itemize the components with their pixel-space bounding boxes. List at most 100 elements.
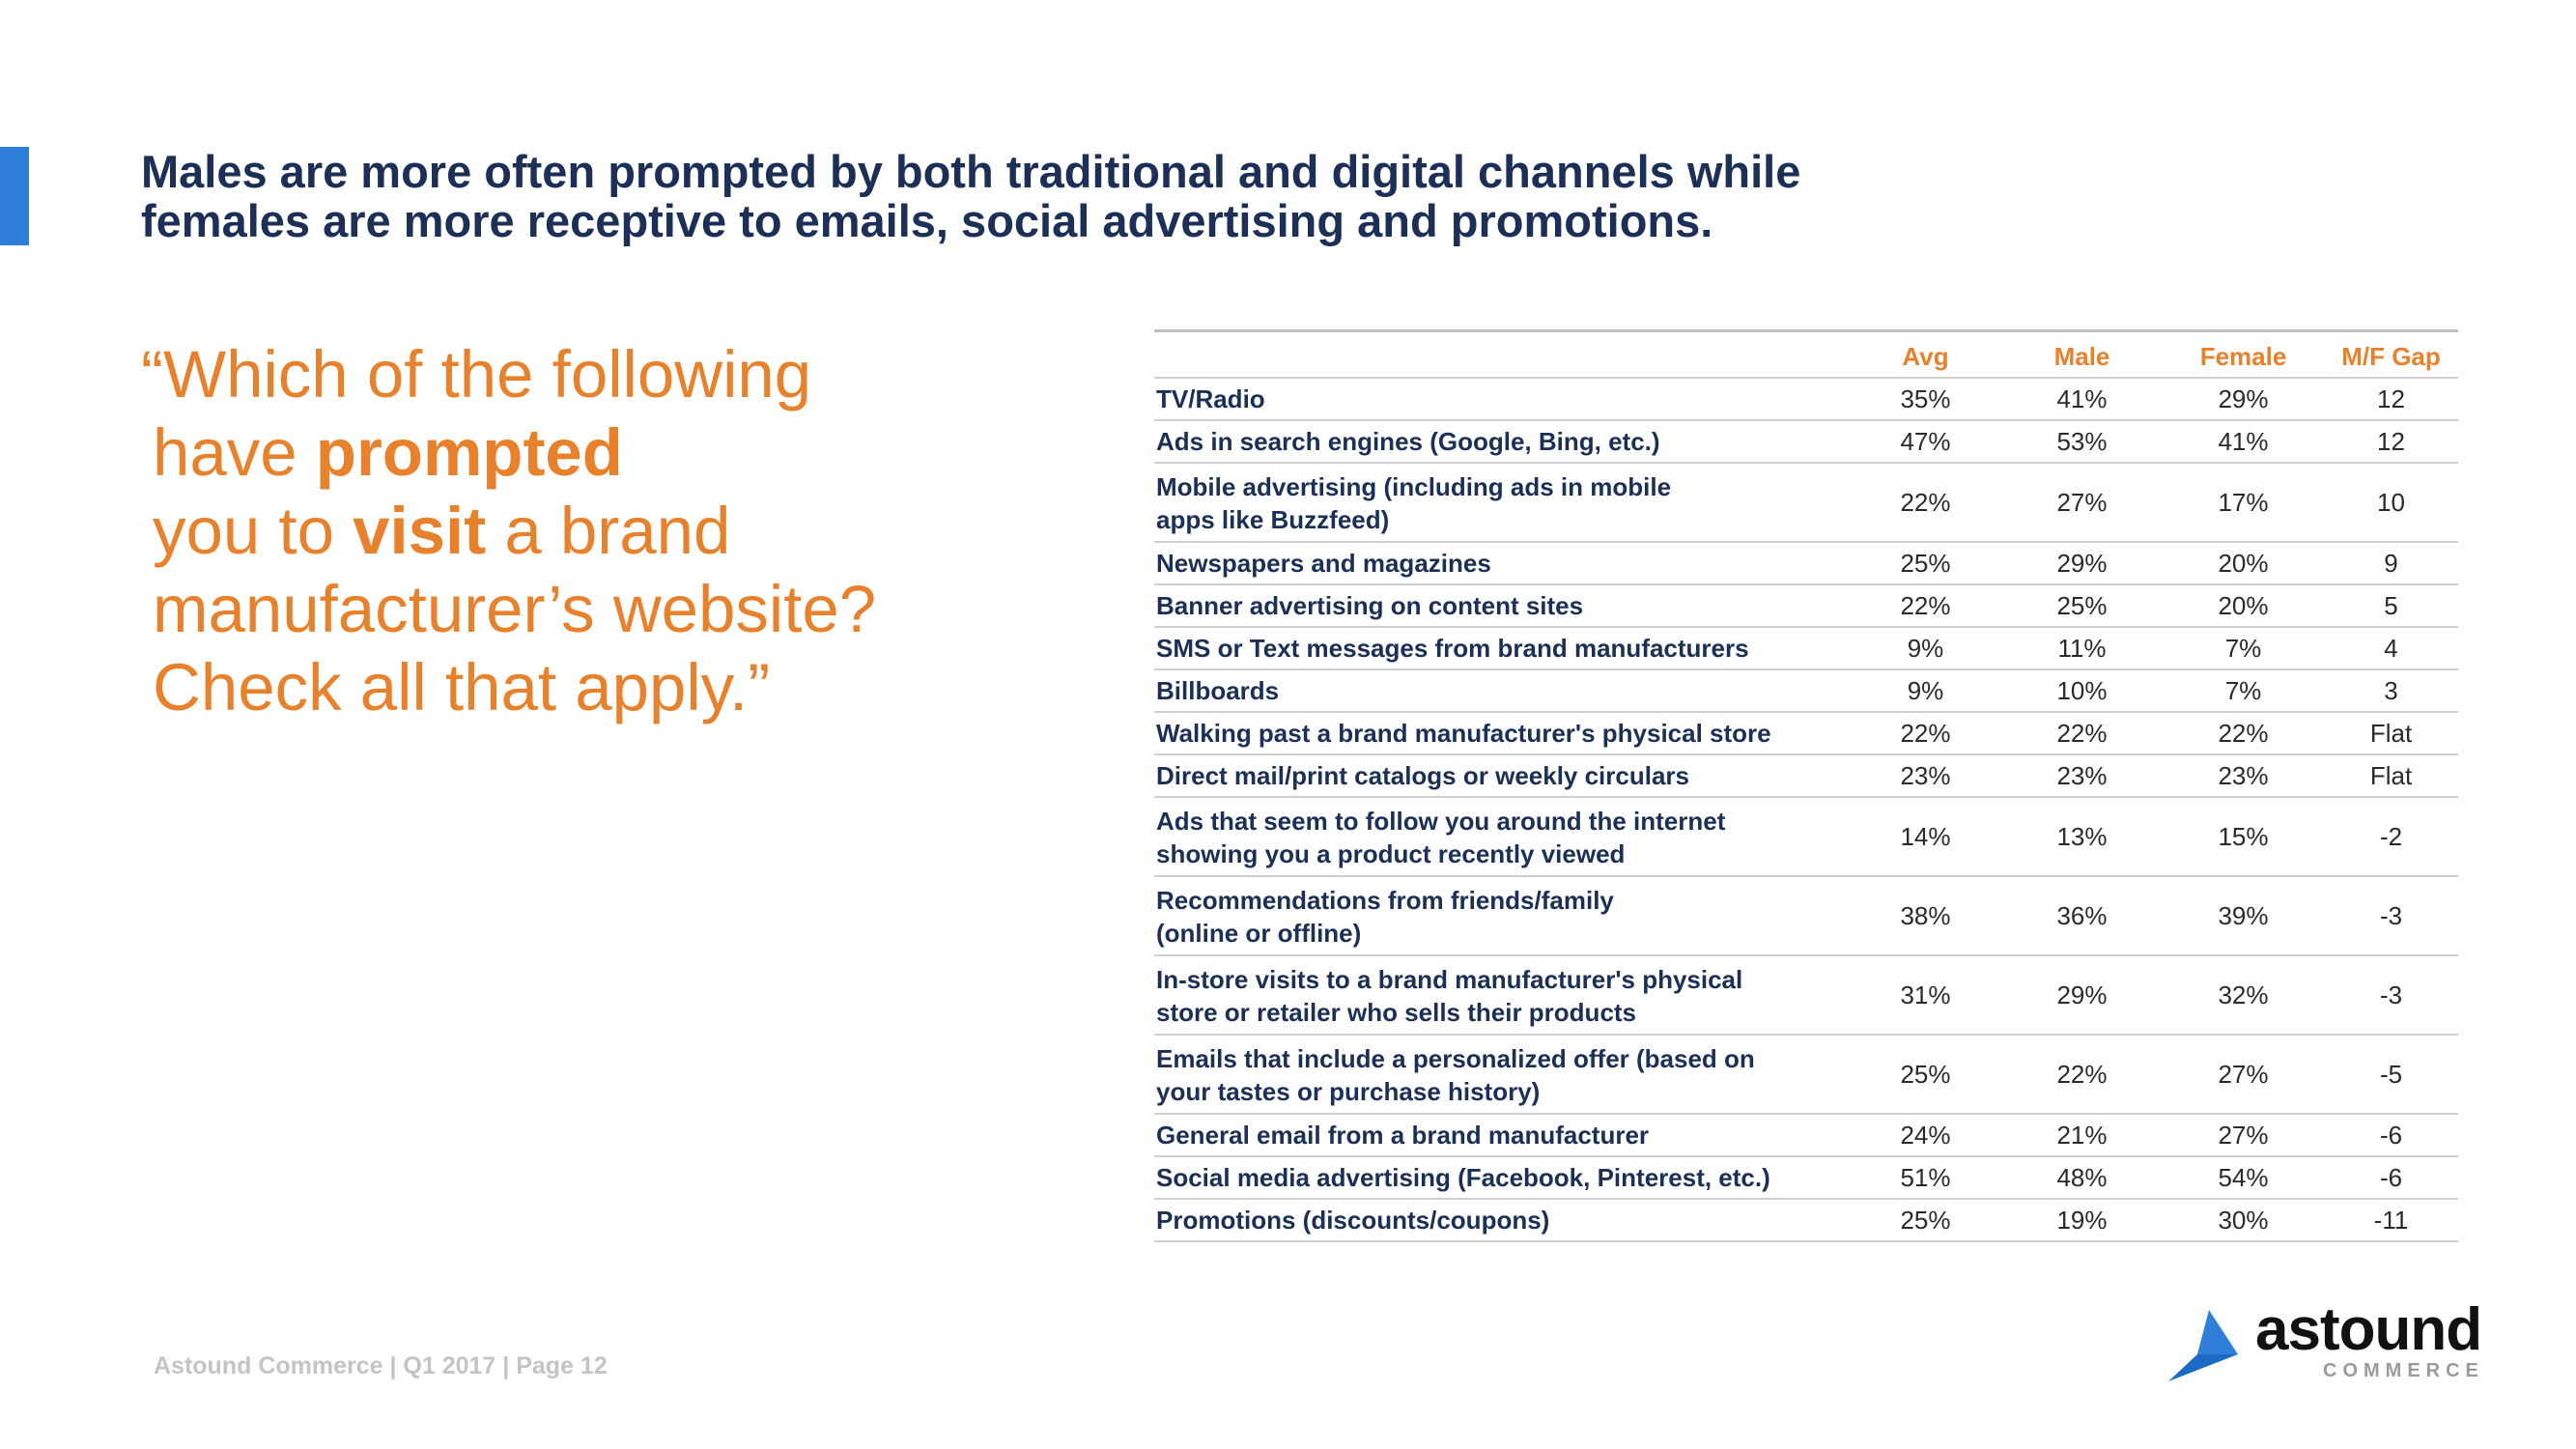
accent-bar bbox=[0, 147, 29, 245]
cell-female: 7% bbox=[2163, 669, 2324, 713]
row-label-line-2: (online or offline) bbox=[1156, 919, 1362, 948]
cell-gap: 9 bbox=[2324, 542, 2458, 585]
row-label-line-1: Mobile advertising (including ads in mob… bbox=[1156, 472, 1672, 501]
row-label: Ads that seem to follow you around the i… bbox=[1154, 797, 1850, 877]
cell-male: 21% bbox=[2001, 1114, 2163, 1157]
cell-gap: 12 bbox=[2324, 420, 2458, 464]
table-header-row: Avg Male Female M/F Gap bbox=[1154, 330, 2458, 379]
question-line-2: have prompted bbox=[141, 413, 952, 492]
survey-question: “Which of the following have prompted yo… bbox=[141, 335, 952, 726]
cell-female: 23% bbox=[2163, 754, 2324, 798]
question-line-5: Check all that apply.” bbox=[153, 650, 771, 724]
cell-male: 36% bbox=[2001, 876, 2163, 956]
cell-gap: 3 bbox=[2324, 669, 2458, 713]
cell-avg: 14% bbox=[1850, 797, 2001, 877]
table-row: Social media advertising (Facebook, Pint… bbox=[1154, 1156, 2458, 1200]
row-label: Recommendations from friends/family (onli… bbox=[1154, 876, 1850, 956]
cell-gap: -2 bbox=[2324, 797, 2458, 877]
cell-female: 41% bbox=[2163, 420, 2324, 464]
footer-text: Astound Commerce | Q1 2017 | Page 12 bbox=[154, 1352, 608, 1379]
logo-wordmark: astound bbox=[2255, 1296, 2482, 1363]
cell-gap: -3 bbox=[2324, 955, 2458, 1036]
cell-male: 10% bbox=[2001, 669, 2163, 713]
question-emphasis-visit: visit bbox=[353, 494, 487, 568]
table-row: Ads in search engines (Google, Bing, etc… bbox=[1154, 420, 2458, 464]
cell-gap: Flat bbox=[2324, 754, 2458, 798]
header-gap: M/F Gap bbox=[2324, 330, 2458, 379]
question-line-1: “Which of the following bbox=[141, 337, 812, 412]
cell-female: 20% bbox=[2163, 542, 2324, 585]
row-label-line-1: Newspapers and magazines bbox=[1156, 549, 1491, 578]
row-label: SMS or Text messages from brand manufact… bbox=[1154, 627, 1850, 670]
cell-male: 25% bbox=[2001, 584, 2163, 628]
row-label-line-1: Social media advertising (Facebook, Pint… bbox=[1156, 1163, 1770, 1192]
cell-female: 15% bbox=[2163, 797, 2324, 877]
cell-female: 29% bbox=[2163, 378, 2324, 421]
cell-male: 19% bbox=[2001, 1199, 2163, 1242]
question-line-2-text: have bbox=[153, 415, 316, 490]
page-title-line-2: females are more receptive to emails, so… bbox=[141, 195, 1713, 246]
row-label-line-2: store or retailer who sells their produc… bbox=[1156, 998, 1637, 1027]
header-female: Female bbox=[2163, 330, 2324, 379]
row-label-line-1: TV/Radio bbox=[1156, 384, 1265, 413]
cell-avg: 38% bbox=[1850, 876, 2001, 956]
table-row: Direct mail/print catalogs or weekly cir… bbox=[1154, 754, 2458, 798]
row-label-line-1: General email from a brand manufacturer bbox=[1156, 1121, 1650, 1150]
cell-female: 20% bbox=[2163, 584, 2324, 628]
row-label-line-2: your tastes or purchase history) bbox=[1156, 1077, 1541, 1106]
triangle-mark-icon bbox=[2168, 1310, 2238, 1381]
page-title-line-1: Males are more often prompted by both tr… bbox=[141, 146, 1801, 197]
table-row: Promotions (discounts/coupons) 25% 19% 30% -… bbox=[1154, 1199, 2458, 1242]
table-row: Newspapers and magazines 25% 29% 20% 9 bbox=[1154, 542, 2458, 585]
row-label-line-1: Direct mail/print catalogs or weekly cir… bbox=[1156, 761, 1690, 790]
cell-male: 41% bbox=[2001, 378, 2163, 421]
cell-avg: 35% bbox=[1850, 378, 2001, 421]
row-label-line-1: Emails that include a personalized offer… bbox=[1156, 1044, 1755, 1073]
row-label-line-1: Ads in search engines (Google, Bing, etc… bbox=[1156, 427, 1660, 456]
row-label: In-store visits to a brand manufacturer'… bbox=[1154, 955, 1850, 1036]
cell-gap: -6 bbox=[2324, 1156, 2458, 1200]
cell-male: 13% bbox=[2001, 797, 2163, 877]
table-row: Emails that include a personalized offer… bbox=[1154, 1035, 2458, 1115]
results-table: Avg Male Female M/F Gap TV/Radio 35% 41% 29… bbox=[1154, 329, 2458, 1242]
table-row: Banner advertising on content sites 22% 25… bbox=[1154, 584, 2458, 628]
question-line-3: you to visit a brand bbox=[141, 492, 952, 570]
row-label: Ads in search engines (Google, Bing, etc… bbox=[1154, 420, 1850, 464]
row-label: General email from a brand manufacturer bbox=[1154, 1114, 1850, 1157]
row-label: Walking past a brand manufacturer's phys… bbox=[1154, 712, 1850, 755]
cell-gap: -6 bbox=[2324, 1114, 2458, 1157]
cell-avg: 25% bbox=[1850, 1035, 2001, 1115]
page-title: Males are more often prompted by both tr… bbox=[141, 147, 1976, 245]
row-label-line-1: SMS or Text messages from brand manufact… bbox=[1156, 634, 1749, 663]
cell-gap: Flat bbox=[2324, 712, 2458, 755]
cell-gap: 10 bbox=[2324, 463, 2458, 543]
row-label-line-1: Promotions (discounts/coupons) bbox=[1156, 1206, 1550, 1235]
table-body: TV/Radio 35% 41% 29% 12 Ads in search engines… bbox=[1154, 378, 2458, 1242]
cell-female: 17% bbox=[2163, 463, 2324, 543]
row-label: Emails that include a personalized offer… bbox=[1154, 1035, 1850, 1115]
cell-male: 27% bbox=[2001, 463, 2163, 543]
cell-avg: 25% bbox=[1850, 1199, 2001, 1242]
row-label: Billboards bbox=[1154, 669, 1850, 713]
cell-avg: 9% bbox=[1850, 669, 2001, 713]
cell-male: 53% bbox=[2001, 420, 2163, 464]
cell-female: 27% bbox=[2163, 1114, 2324, 1157]
table-row: Mobile advertising (including ads in mob… bbox=[1154, 463, 2458, 543]
cell-avg: 22% bbox=[1850, 712, 2001, 755]
cell-avg: 47% bbox=[1850, 420, 2001, 464]
header-blank bbox=[1154, 330, 1850, 379]
table-row: Recommendations from friends/family (onli… bbox=[1154, 876, 2458, 956]
cell-avg: 22% bbox=[1850, 584, 2001, 628]
row-label: Banner advertising on content sites bbox=[1154, 584, 1850, 628]
row-label-line-2: apps like Buzzfeed) bbox=[1156, 505, 1390, 534]
table-row: General email from a brand manufacturer 2… bbox=[1154, 1114, 2458, 1157]
row-label: Promotions (discounts/coupons) bbox=[1154, 1199, 1850, 1242]
table-row: SMS or Text messages from brand manufact… bbox=[1154, 627, 2458, 670]
logo-subtitle: COMMERCE bbox=[2323, 1360, 2484, 1381]
cell-gap: 12 bbox=[2324, 378, 2458, 421]
question-line-4: manufacturer’s website? bbox=[153, 572, 877, 646]
row-label: TV/Radio bbox=[1154, 378, 1850, 421]
row-label-line-1: In-store visits to a brand manufacturer'… bbox=[1156, 965, 1743, 994]
cell-avg: 31% bbox=[1850, 955, 2001, 1036]
question-emphasis-prompted: prompted bbox=[315, 415, 623, 490]
